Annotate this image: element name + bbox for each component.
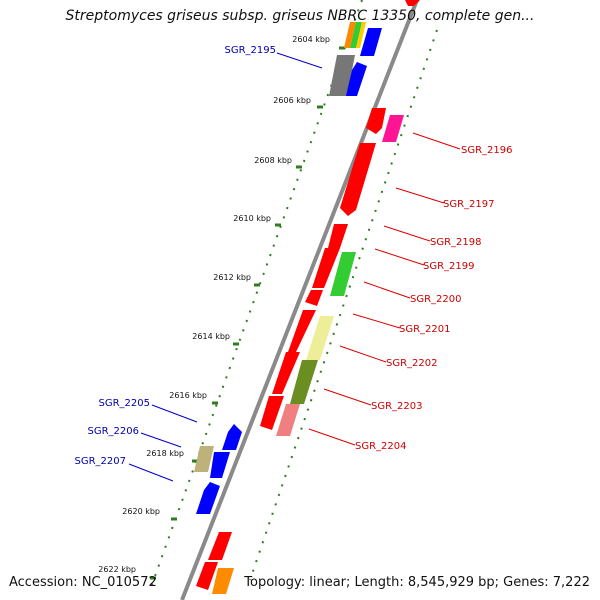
gene-label-sgr-2204[interactable]: SGR_2204 [355,441,407,452]
gene-label-sgr-2205[interactable]: SGR_2205 [99,398,151,409]
gene-sgr-2200 [330,252,356,296]
gene-sgr-2207 [196,482,220,514]
accession-text: Accession: NC_010572 [9,575,157,590]
gene-red-a [366,108,386,134]
gene-label-sgr-2200[interactable]: SGR_2200 [410,294,462,305]
gene-red-g [272,352,300,394]
gene-labels-right: SGR_2196 SGR_2197 SGR_2198 SGR_2199 SGR_… [355,145,513,452]
gene-sgr-2202 [306,316,334,360]
backbone-line [180,0,419,600]
gene-red-h [260,396,284,430]
gene-red-bottom-b [196,562,218,590]
tick-label: 2616 kbp [169,391,207,400]
gene-rainbow-b [350,22,362,48]
tick-label: 2610 kbp [233,214,271,223]
gene-label-sgr-2195[interactable]: SGR_2195 [225,45,277,56]
gene-red-bottom-a [208,532,232,560]
gene-orange [212,568,234,594]
gene-red-c [328,224,348,248]
gene-labels-left: SGR_2195 SGR_2205 SGR_2206 SGR_2207 [75,45,277,467]
leader-lines-left [128,52,323,482]
tick-label: 2606 kbp [273,96,311,105]
gene-khaki [194,446,214,472]
tick-label: 2622 kbp [98,565,136,574]
forward-track-dots [249,29,438,581]
gene-label-sgr-2203[interactable]: SGR_2203 [371,401,423,412]
gene-label-sgr-2201[interactable]: SGR_2201 [399,324,451,335]
gene-sgr-2196 [382,115,404,142]
gene-rainbow-a [344,22,356,48]
gene-sgr-2205 [222,424,242,450]
gene-red-b [340,143,376,216]
tick-label: 2604 kbp [292,35,330,44]
gene-label-sgr-2207[interactable]: SGR_2207 [75,456,127,467]
gene-glyphs-forward [212,0,420,594]
genome-summary-text: Topology: linear; Length: 8,545,929 bp; … [244,575,590,590]
gene-label-sgr-2199[interactable]: SGR_2199 [423,261,475,272]
tick-markers [150,46,345,580]
gene-red-e [305,290,323,306]
tick-label: 2620 kbp [122,507,160,516]
gene-red-f [288,310,316,352]
gene-sgr-2203 [290,360,318,404]
gene-blue-2195b [346,62,367,96]
map-title: Streptomyces griseus subsp. griseus NBRC… [65,8,535,24]
tick-label: 2614 kbp [192,332,230,341]
tick-label: 2608 kbp [254,156,292,165]
gene-sgr-2206 [210,452,230,478]
gene-top-red [405,0,420,6]
gene-red-d [312,248,340,288]
tick-label: 2612 kbp [213,273,251,282]
reverse-track-dots [149,0,363,591]
gene-sgr-2204 [276,404,300,436]
gene-label-sgr-2206[interactable]: SGR_2206 [88,426,140,437]
gene-label-sgr-2197[interactable]: SGR_2197 [443,199,495,210]
gene-label-sgr-2198[interactable]: SGR_2198 [430,237,482,248]
gene-glyphs-reverse [194,28,386,590]
gene-blue-top [360,28,382,56]
gene-label-sgr-2202[interactable]: SGR_2202 [386,358,438,369]
tick-label: 2618 kbp [146,449,184,458]
gene-label-sgr-2196[interactable]: SGR_2196 [461,145,513,156]
tick-labels: 2604 kbp 2606 kbp 2608 kbp 2610 kbp 2612… [98,35,330,574]
gene-rainbow-c [356,22,366,48]
leader-lines-right [308,132,461,446]
